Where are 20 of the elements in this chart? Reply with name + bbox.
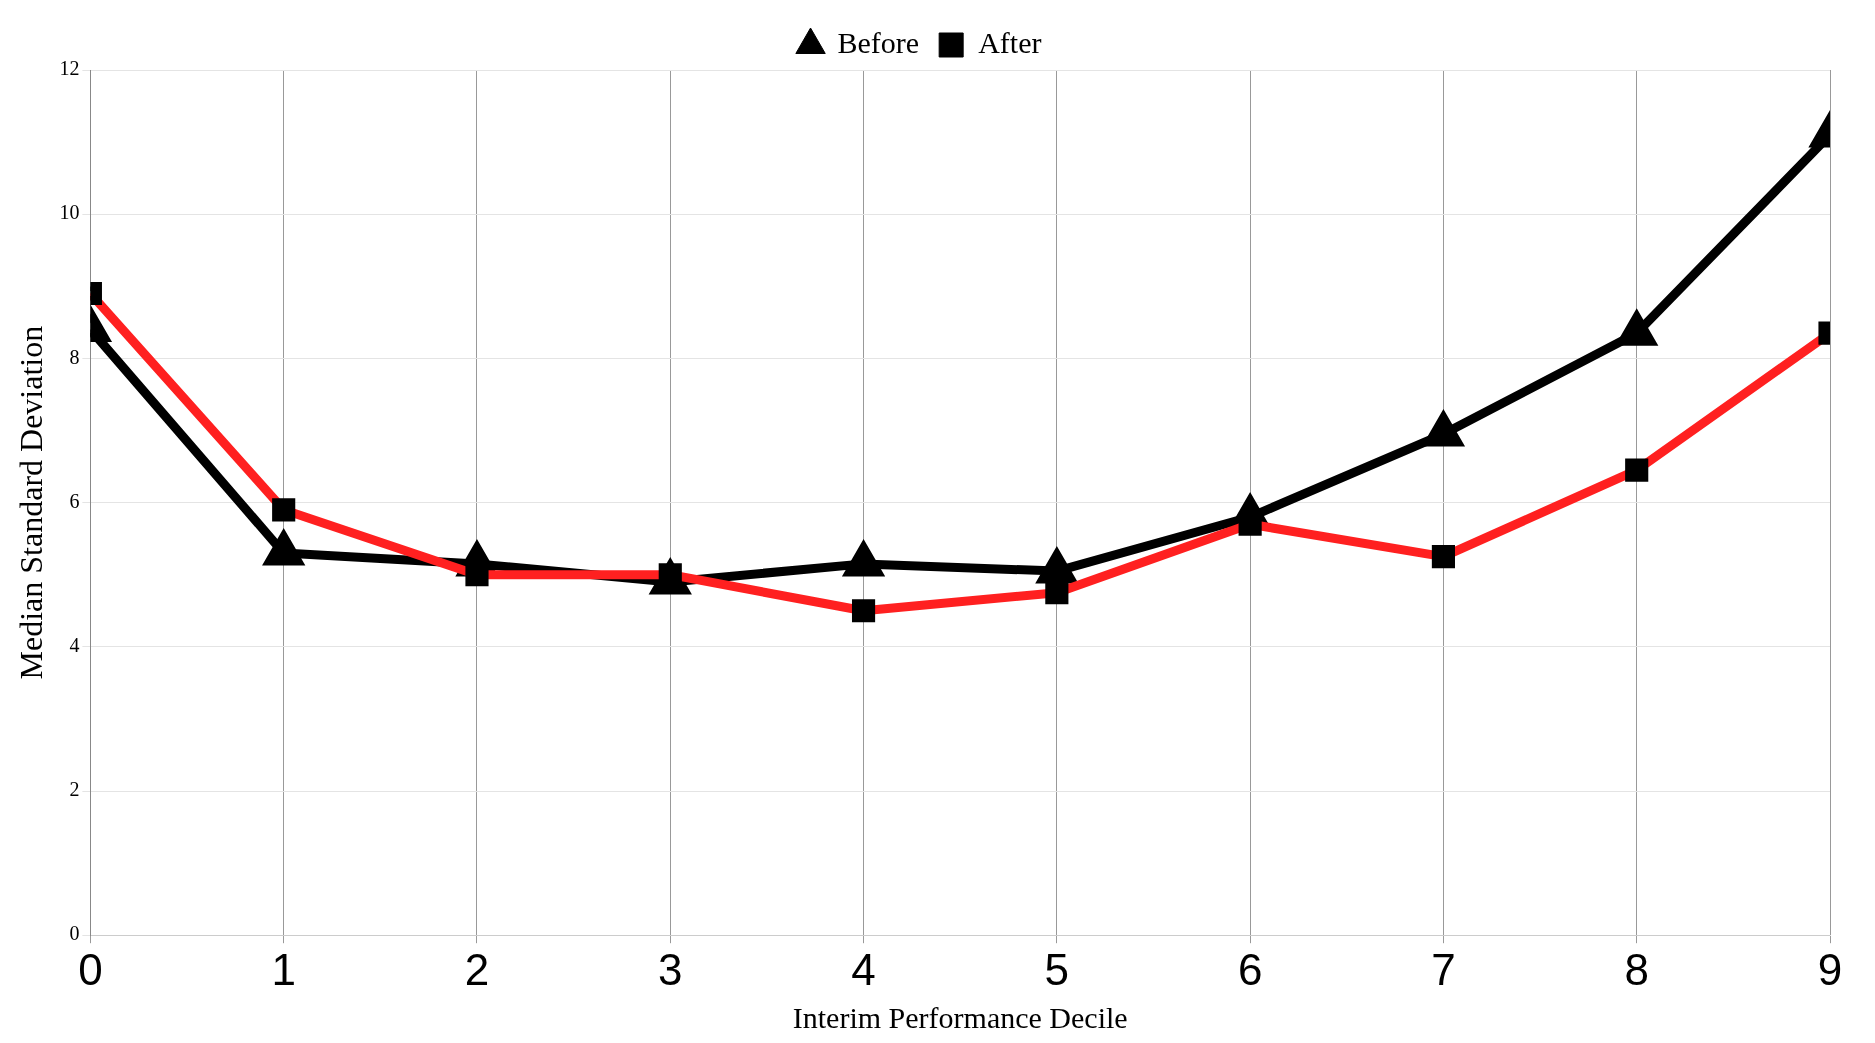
y-tick-label: 12 bbox=[59, 57, 80, 80]
legend-label: Before bbox=[837, 25, 920, 59]
x-axis-title: Interim Performance Decile bbox=[792, 1000, 1128, 1034]
x-tick-label: 1 bbox=[271, 944, 296, 994]
y-tick-label: 0 bbox=[69, 922, 80, 945]
y-tick-label: 6 bbox=[69, 489, 80, 512]
y-tick-label: 4 bbox=[69, 634, 80, 657]
y-axis-title: Median Standard Deviation bbox=[12, 325, 49, 680]
y-tick-label: 8 bbox=[69, 345, 80, 368]
x-tick-label: 9 bbox=[1817, 944, 1843, 994]
x-tick-label: 7 bbox=[1431, 944, 1456, 994]
x-tick-label: 5 bbox=[1044, 944, 1070, 994]
y-tick-label: 2 bbox=[69, 778, 80, 801]
x-tick-label: 2 bbox=[464, 944, 490, 994]
x-tick-label: 4 bbox=[851, 944, 876, 994]
legend-label: After bbox=[978, 25, 1042, 59]
x-tick-label: 3 bbox=[658, 944, 683, 994]
y-tick-label: 10 bbox=[59, 201, 80, 224]
x-tick-label: 8 bbox=[1624, 944, 1649, 994]
x-tick-label: 6 bbox=[1237, 944, 1263, 994]
